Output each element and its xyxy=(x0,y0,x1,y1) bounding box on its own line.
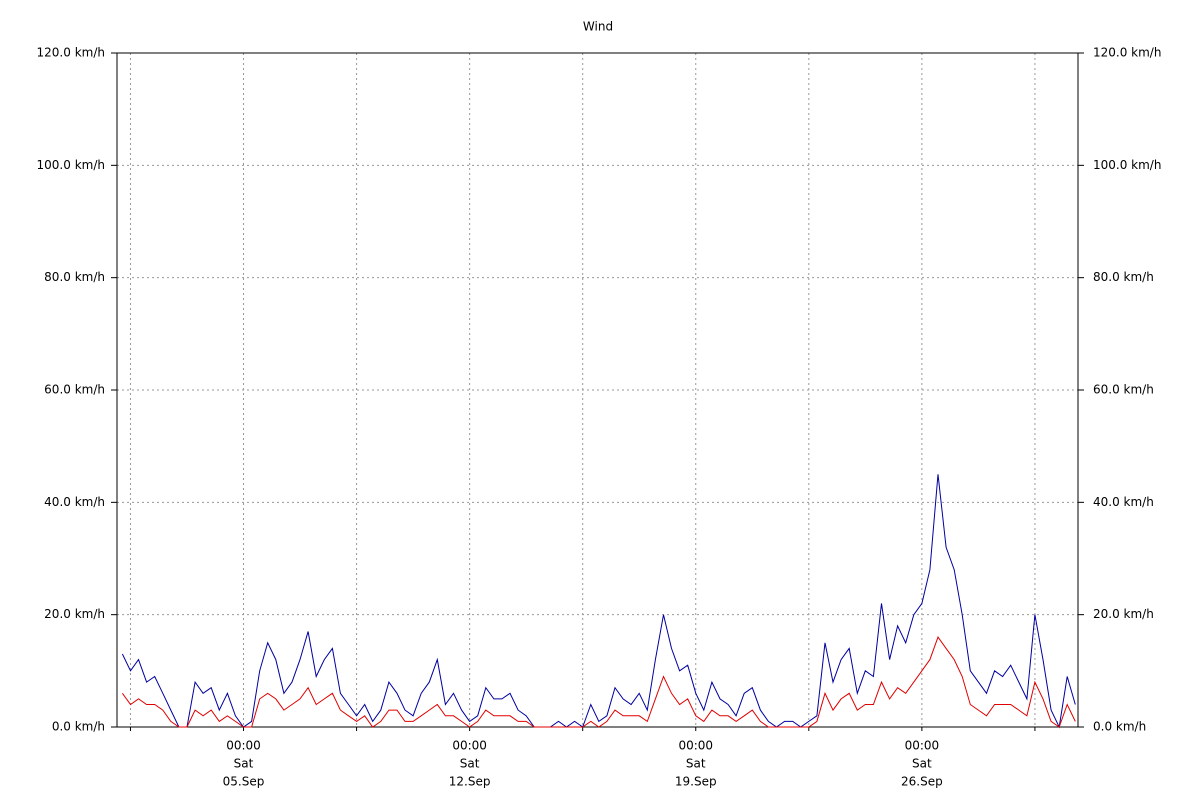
x-tick-label: Sat xyxy=(234,757,254,771)
series-line xyxy=(121,474,1076,729)
x-tick-label: 00:00 xyxy=(452,739,487,753)
series-line xyxy=(121,636,1076,728)
x-tick-label: 00:00 xyxy=(678,739,713,753)
y2-tick-label: 20.0 km/h xyxy=(1093,607,1154,621)
x-tick-label: 19.Sep xyxy=(675,775,717,789)
y-tick-label: 20.0 km/h xyxy=(44,607,105,621)
chart-title: Wind xyxy=(583,20,613,34)
y-tick-label: 0.0 km/h xyxy=(52,720,105,734)
y2-tick-label: 0.0 km/h xyxy=(1093,720,1146,734)
x-tick-label: 05.Sep xyxy=(223,775,265,789)
x-tick-label: 00:00 xyxy=(226,739,261,753)
x-tick-label: Sat xyxy=(912,757,932,771)
y2-tick-label: 60.0 km/h xyxy=(1093,383,1154,397)
x-tick-label: Sat xyxy=(460,757,480,771)
x-tick-label: 00:00 xyxy=(905,739,940,753)
y-tick-label: 100.0 km/h xyxy=(37,158,105,172)
plot-frame xyxy=(116,52,1079,728)
y2-tick-label: 100.0 km/h xyxy=(1093,158,1161,172)
y-tick-label: 80.0 km/h xyxy=(44,270,105,284)
y-tick-label: 40.0 km/h xyxy=(44,495,105,509)
x-tick-label: 26.Sep xyxy=(901,775,943,789)
y2-tick-label: 40.0 km/h xyxy=(1093,495,1154,509)
y2-tick-label: 120.0 km/h xyxy=(1093,46,1161,60)
x-tick-label: 12.Sep xyxy=(449,775,491,789)
y2-tick-label: 80.0 km/h xyxy=(1093,270,1154,284)
x-tick-label: Sat xyxy=(686,757,706,771)
y-tick-label: 60.0 km/h xyxy=(44,383,105,397)
y-tick-label: 120.0 km/h xyxy=(37,46,105,60)
